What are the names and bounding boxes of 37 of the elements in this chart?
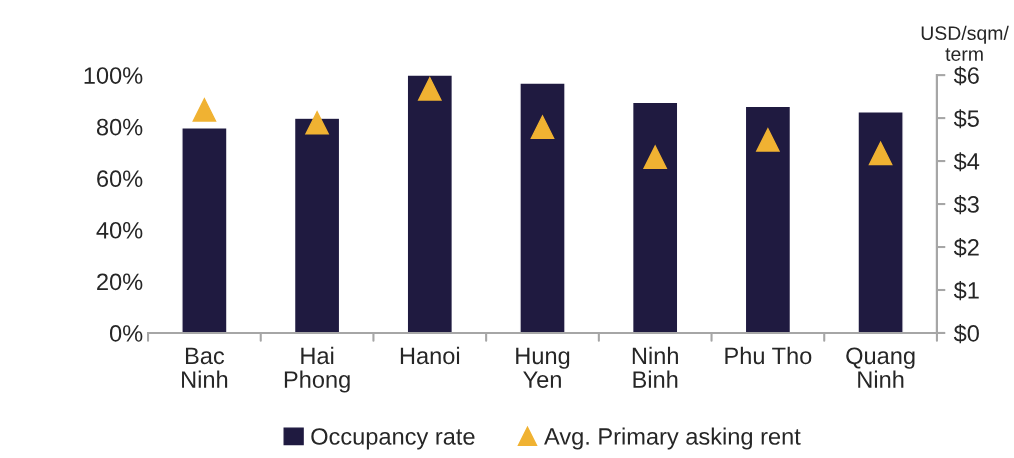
y2-tick-label: $5 [953,109,979,129]
y2-tick-label: $6 [953,66,979,86]
x-tick-label: Quang Ninh [846,347,915,388]
point [643,145,667,170]
bar [857,111,904,333]
bar [181,127,228,333]
y-tick-label: 60% [97,170,143,188]
point [192,98,217,122]
y-tick-label: 20% [97,273,143,291]
y2-tick-label: $0 [953,324,979,344]
x-tick-label: Hanoi [400,346,460,365]
y-tick-label: 100% [84,67,143,84]
point [417,77,442,101]
point [756,128,780,152]
point [530,115,555,139]
x-tick-label: Ninh Binh [632,346,678,388]
y2-tick-label: $2 [953,238,979,258]
x-tick-label: Hung Yen [516,347,570,388]
y-tick-label: 0% [109,325,143,342]
x-tick-label: Bac Ninh [182,347,228,388]
point [305,111,329,135]
y2-tick-label: $4 [953,152,980,172]
x-tick-label: Phu Tho [725,346,812,365]
bar [406,75,454,333]
bar [631,101,679,333]
y-tick-label: 40% [96,221,143,239]
y2-axis-title: USD/sqm/ term [921,25,1009,61]
legend-label: Avg. Primary asking rent [544,427,801,450]
y2-tick-label: $3 [953,195,979,215]
bar [519,82,566,333]
y2-tick-label: $1 [953,281,979,301]
legend-label: Occupancy rate [311,428,475,450]
x-tick-label: Hai Phong [284,346,350,393]
y-tick-label: 80% [96,118,143,136]
bar [744,105,792,333]
bar [293,117,341,333]
point [868,141,893,166]
